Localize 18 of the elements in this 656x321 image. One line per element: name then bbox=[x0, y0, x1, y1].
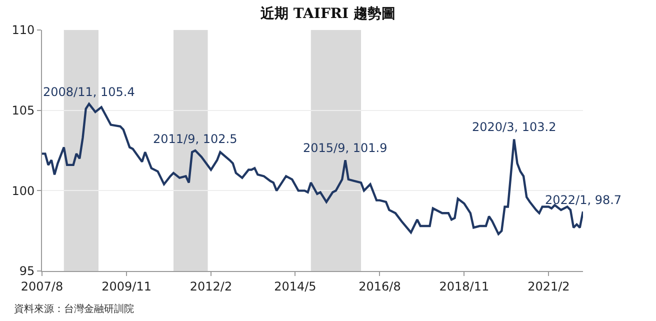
x-tick-label: 2016/8 bbox=[358, 279, 401, 294]
chart-title: 近期 TAIFRI 趨勢圖 bbox=[260, 4, 396, 22]
x-tick-label: 2014/5 bbox=[274, 279, 316, 294]
annotation: 2011/9, 102.5 bbox=[153, 132, 238, 146]
x-tick-label: 2007/8 bbox=[20, 279, 64, 294]
y-tick-label: 95 bbox=[19, 264, 35, 278]
annotation: 2020/3, 103.2 bbox=[472, 120, 556, 134]
annotation: 2022/1, 98.7 bbox=[545, 193, 622, 207]
x-tick-label: 2021/2 bbox=[528, 279, 570, 294]
annotation: 2008/11, 105.4 bbox=[43, 85, 135, 99]
x-tick-label: 2012/2 bbox=[190, 279, 232, 294]
y-tick-label: 105 bbox=[12, 104, 35, 118]
y-tick-label: 110 bbox=[12, 23, 35, 38]
source-note: 資料來源：台灣金融研訓院 bbox=[14, 303, 134, 315]
x-tick-label: 2009/11 bbox=[102, 279, 152, 294]
x-tick-label: 2018/11 bbox=[439, 279, 490, 294]
y-tick-label: 100 bbox=[12, 184, 35, 198]
annotation: 2015/9, 101.9 bbox=[303, 141, 388, 155]
